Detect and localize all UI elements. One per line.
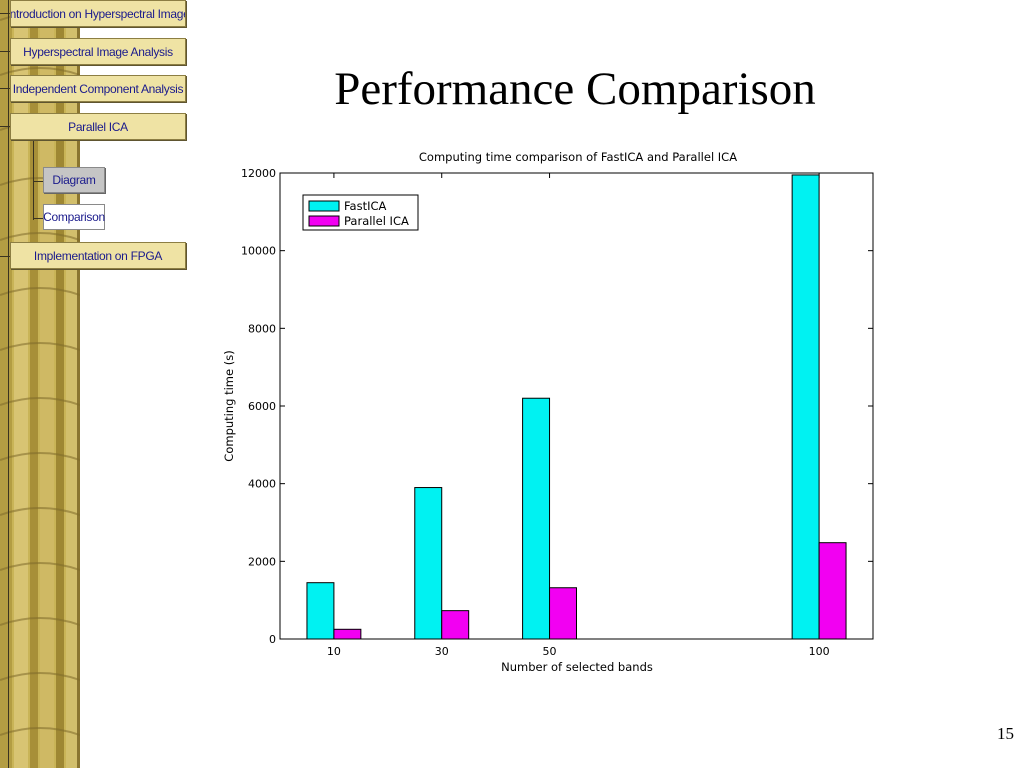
nav-subitem-diagram[interactable]: Diagram (43, 167, 105, 193)
x-tick-label: 10 (327, 645, 341, 658)
legend: FastICA Parallel ICA (302, 194, 419, 231)
bar-parallel-ica (818, 542, 847, 640)
x-tick-label: 100 (809, 645, 830, 658)
page-number: 15 (997, 724, 1014, 743)
y-tick-label: 8000 (248, 322, 276, 335)
y-tick-label: 2000 (248, 555, 276, 568)
y-tick-label: 4000 (248, 478, 276, 491)
nav-tree-branch (0, 13, 10, 14)
bar-parallel-ica (333, 628, 362, 640)
x-tick-label: 50 (543, 645, 557, 658)
legend-swatch-fastica (308, 200, 340, 212)
bar-fastica (791, 174, 820, 640)
y-tick-label: 0 (269, 633, 276, 646)
nav-subtree-line (33, 140, 34, 220)
nav-item-fpga[interactable]: Implementation on FPGA (10, 242, 186, 269)
y-tick-label: 12000 (241, 167, 276, 180)
plot-area (279, 172, 874, 640)
bar-fastica (522, 397, 551, 640)
nav-subtree-branch (33, 181, 43, 182)
legend-swatch-parallel-ica (308, 215, 340, 227)
x-axis: 10 30 50 100 (327, 173, 830, 658)
bar-parallel-ica (441, 610, 470, 640)
nav-tree-branch (0, 126, 10, 127)
y-tick-label: 10000 (241, 245, 276, 258)
chart-title: Computing time comparison of FastICA and… (419, 150, 737, 164)
legend-label-parallel-ica: Parallel ICA (344, 214, 409, 228)
y-axis-label: Computing time (s) (222, 350, 236, 461)
y-axis: 0 2000 4000 6000 8000 10000 12000 (241, 167, 873, 646)
nav-subitem-comparison[interactable]: Comparison (43, 204, 105, 230)
legend-label-fastica: FastICA (344, 199, 387, 213)
x-tick-label: 30 (435, 645, 449, 658)
y-tick-label: 6000 (248, 400, 276, 413)
nav-tree-line (8, 0, 9, 768)
nav-tree-branch (0, 88, 10, 89)
slide-title: Performance Comparison (334, 63, 816, 115)
nav-item-parallel-ica[interactable]: Parallel ICA (10, 113, 186, 140)
bar-fastica (414, 487, 443, 640)
nav-item-ica[interactable]: Independent Component Analysis (10, 75, 186, 102)
bar-chart: Computing time comparison of FastICA and… (222, 150, 874, 674)
bar-fastica (306, 582, 335, 640)
nav-item-hyperspectral-analysis[interactable]: Hyperspectral Image Analysis (10, 38, 186, 65)
nav-item-introduction[interactable]: Introduction on Hyperspectral Image (10, 0, 186, 27)
nav-subtree-branch (33, 218, 43, 219)
nav-tree-branch (0, 256, 10, 257)
bar-parallel-ica (549, 587, 577, 640)
bars-group (306, 174, 847, 640)
nav-tree-branch (0, 51, 10, 52)
x-axis-label: Number of selected bands (501, 660, 653, 674)
